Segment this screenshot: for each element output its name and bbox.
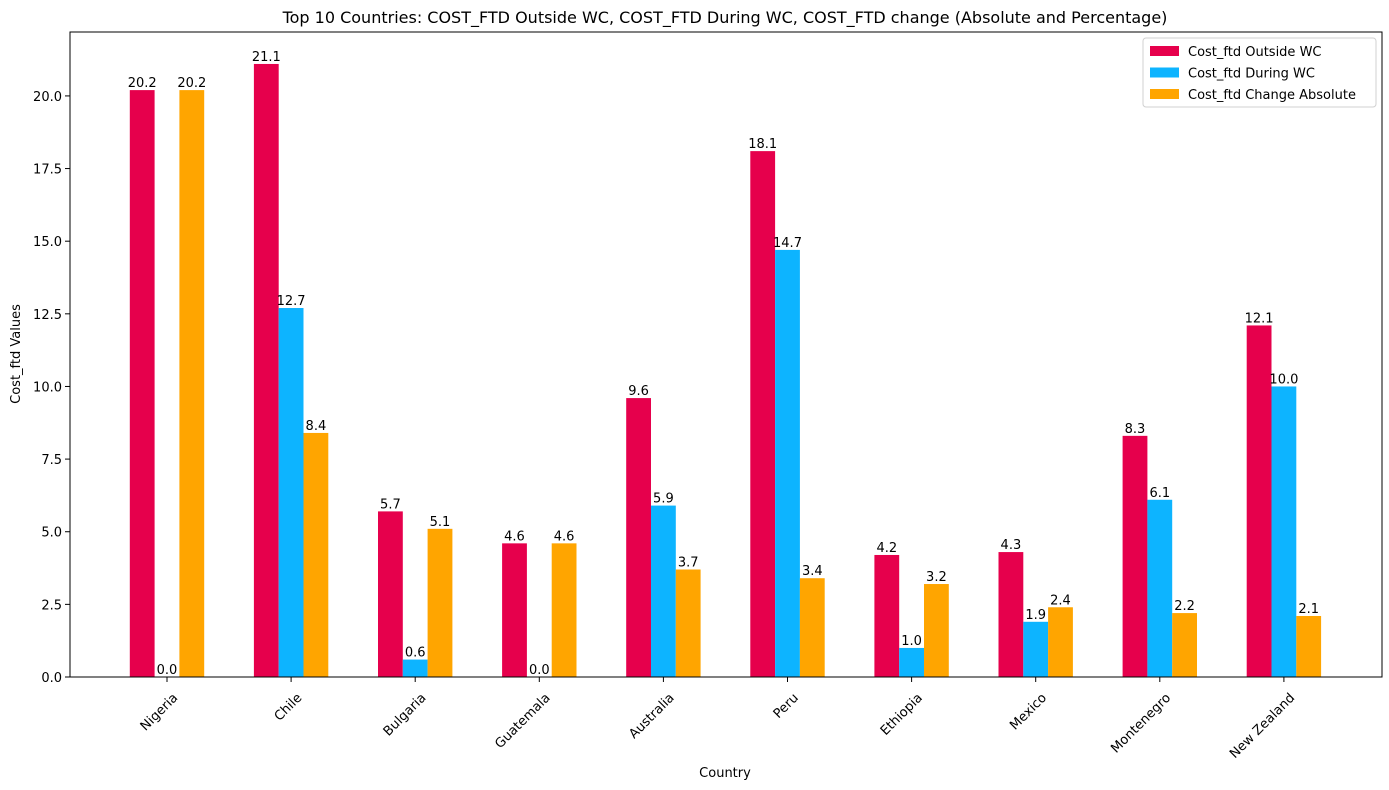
data-label: 3.2 — [926, 570, 947, 585]
y-tick-label: 17.5 — [33, 163, 62, 178]
data-label: 5.9 — [653, 492, 674, 507]
data-label: 0.6 — [405, 646, 426, 661]
data-label: 21.1 — [252, 50, 281, 65]
legend-swatch — [1150, 46, 1179, 56]
x-axis-label: Country — [699, 766, 751, 781]
data-label: 6.1 — [1149, 486, 1170, 501]
bar — [378, 511, 403, 677]
legend-swatch — [1150, 89, 1179, 99]
data-label: 4.6 — [504, 529, 525, 544]
data-label: 5.7 — [380, 497, 401, 512]
plot-area: 20.2 21.1 5.7 4.6 9.6 18.1 4.2 4.3 8.3 12.1 0.0 12.… — [33, 32, 1382, 762]
x-tick-label: Peru — [771, 691, 802, 722]
bar — [1172, 613, 1197, 677]
data-label: 4.3 — [1001, 538, 1022, 553]
bar — [775, 250, 800, 677]
data-label: 1.0 — [901, 634, 922, 649]
x-tick-label: Bulgaria — [381, 691, 430, 740]
bar — [750, 151, 775, 677]
data-label: 8.4 — [306, 419, 327, 434]
data-label: 5.1 — [430, 515, 451, 530]
data-label: 20.2 — [177, 76, 206, 91]
bar — [179, 90, 204, 677]
x-tick-label: Guatemala — [492, 691, 553, 752]
data-label: 12.7 — [277, 294, 306, 309]
data-label: 4.6 — [554, 529, 575, 544]
y-tick-label: 15.0 — [33, 235, 62, 250]
bar — [304, 433, 329, 677]
legend-label: Cost_ftd During WC — [1188, 67, 1315, 82]
bar — [924, 584, 949, 677]
x-tick-label: New Zealand — [1227, 691, 1298, 762]
bar — [1272, 386, 1297, 677]
chart-title: Top 10 Countries: COST_FTD Outside WC, C… — [282, 8, 1168, 28]
bar — [502, 543, 527, 677]
data-label: 8.3 — [1125, 422, 1146, 437]
y-tick-label: 20.0 — [33, 90, 62, 105]
x-tick-label: Ethiopia — [878, 691, 926, 739]
data-label: 20.2 — [128, 76, 157, 91]
x-tick-label: Montenegro — [1108, 691, 1174, 757]
legend: Cost_ftd Outside WC Cost_ftd During WC Cos… — [1143, 38, 1376, 107]
data-label: 2.2 — [1174, 599, 1195, 614]
bar — [1123, 436, 1148, 677]
y-axis-label: Cost_ftd Values — [9, 304, 24, 404]
bar — [428, 529, 453, 677]
y-tick-label: 7.5 — [41, 453, 62, 468]
bar — [874, 555, 899, 677]
bar — [552, 543, 577, 677]
data-label: 0.0 — [157, 663, 178, 678]
data-label: 3.4 — [802, 564, 823, 579]
bar — [279, 308, 304, 677]
x-tick-label: Nigeria — [138, 691, 181, 734]
y-tick-label: 2.5 — [41, 598, 62, 613]
data-label: 4.2 — [876, 541, 897, 556]
bar — [254, 64, 279, 677]
bar — [999, 552, 1024, 677]
legend-label: Cost_ftd Outside WC — [1188, 45, 1322, 60]
data-label: 2.1 — [1298, 602, 1319, 617]
bar — [1296, 616, 1321, 677]
data-label: 9.6 — [628, 384, 649, 399]
data-label: 1.9 — [1025, 608, 1046, 623]
y-tick-label: 0.0 — [41, 671, 62, 686]
x-tick-label: Australia — [626, 691, 677, 742]
data-label: 14.7 — [773, 236, 802, 251]
legend-label: Cost_ftd Change Absolute — [1188, 88, 1356, 103]
bar — [676, 570, 701, 678]
data-label: 12.1 — [1245, 311, 1274, 326]
x-tick-label: Chile — [272, 691, 306, 725]
bar — [1048, 607, 1073, 677]
data-label: 0.0 — [529, 663, 550, 678]
bar — [651, 506, 676, 677]
bar — [1023, 622, 1048, 677]
bar — [1147, 500, 1172, 677]
bar — [1247, 325, 1272, 677]
data-label: 18.1 — [748, 137, 777, 152]
bar — [800, 578, 825, 677]
bar — [130, 90, 155, 677]
y-tick-label: 5.0 — [41, 526, 62, 541]
data-label: 2.4 — [1050, 593, 1071, 608]
y-tick-label: 12.5 — [33, 308, 62, 323]
legend-swatch — [1150, 68, 1179, 78]
data-label: 3.7 — [678, 556, 699, 571]
data-label: 10.0 — [1269, 372, 1298, 387]
x-tick-label: Mexico — [1007, 691, 1050, 734]
bar — [626, 398, 651, 677]
y-tick-label: 10.0 — [33, 380, 62, 395]
bar — [403, 660, 428, 677]
bar — [899, 648, 924, 677]
